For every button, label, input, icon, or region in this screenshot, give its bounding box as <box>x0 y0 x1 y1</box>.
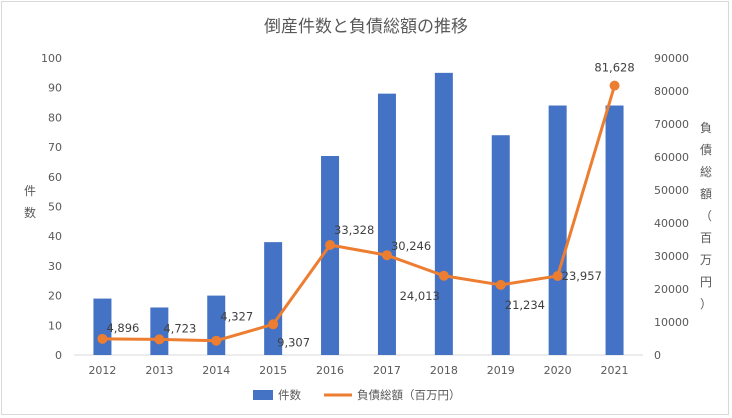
y-left-tick-label: 10 <box>48 319 62 332</box>
x-tick-label: 2014 <box>202 364 230 377</box>
data-label: 21,234 <box>505 298 545 312</box>
axes: 0 10 20 30 40 50 60 70 80 90 100 0 10000 20000 30000 40… <box>24 52 712 377</box>
line-point <box>381 250 392 261</box>
bar <box>150 307 169 355</box>
line-path <box>102 85 616 343</box>
y-left-tick-label: 30 <box>48 260 62 273</box>
legend-swatch-bar <box>253 390 273 400</box>
y-right-tick-label: 20000 <box>654 283 689 296</box>
x-tick-label: 2015 <box>259 364 287 377</box>
x-tick-label: 2013 <box>145 364 173 377</box>
y-right-tick-label: 10000 <box>654 316 689 329</box>
line-point <box>97 333 108 344</box>
y-left-axis-label: 件数 <box>24 184 36 220</box>
y-left-tick-label: 0 <box>55 349 62 362</box>
y-left-tick-label: 60 <box>48 171 62 184</box>
x-tick-label: 2021 <box>601 364 629 377</box>
y-left-tick-label: 20 <box>48 290 62 303</box>
line-point <box>325 240 336 251</box>
data-label: 81,628 <box>594 61 634 75</box>
bar <box>377 93 396 355</box>
bar <box>605 105 624 356</box>
data-label: 4,723 <box>163 321 196 335</box>
x-tick-label: 2018 <box>430 364 458 377</box>
y-right-tick-label: 90000 <box>654 52 689 65</box>
y-left-tick-label: 90 <box>48 82 62 95</box>
y-left-tick-label: 80 <box>48 111 62 124</box>
bar <box>434 72 453 355</box>
data-label: 24,013 <box>400 289 440 303</box>
line-point <box>438 270 449 281</box>
y-left-tick-label: 50 <box>48 201 62 214</box>
y-right-tick-label: 0 <box>654 349 661 362</box>
data-labels: 4,896 4,723 4,327 9,307 33,328 30,246 24,013 21… <box>106 61 634 350</box>
y-left-tick-label: 100 <box>41 52 62 65</box>
y-right-tick-label: 40000 <box>654 217 689 230</box>
y-left-tick-label: 70 <box>48 141 62 154</box>
chart-title: 倒産件数と負債総額の推移 <box>264 17 468 37</box>
line-point <box>609 80 620 91</box>
data-label: 23,957 <box>562 269 602 283</box>
line-point <box>154 334 165 345</box>
legend-label-bar: 件数 <box>278 388 301 402</box>
x-tick-label: 2017 <box>373 364 401 377</box>
line-point <box>552 270 563 281</box>
data-label: 30,246 <box>391 239 431 253</box>
y-right-tick-label: 70000 <box>654 118 689 131</box>
legend: 件数 負債総額（百万円） <box>253 388 461 402</box>
y-right-tick-label: 60000 <box>654 151 689 164</box>
line-point <box>495 279 506 290</box>
line-series <box>97 80 620 346</box>
y-left-tick-label: 40 <box>48 230 62 243</box>
x-tick-label: 2019 <box>487 364 515 377</box>
data-label: 9,307 <box>277 335 310 349</box>
bar <box>491 135 510 355</box>
y-right-axis-label: 負債総額（百万円） <box>700 121 712 311</box>
y-right-tick-label: 80000 <box>654 85 689 98</box>
line-point <box>268 319 279 330</box>
line-point <box>211 335 222 346</box>
data-label: 4,327 <box>220 310 253 324</box>
x-tick-label: 2020 <box>544 364 572 377</box>
legend-label-line: 負債総額（百万円） <box>357 388 461 402</box>
bar <box>321 156 340 355</box>
y-right-tick-label: 30000 <box>654 250 689 263</box>
y-right-tick-label: 50000 <box>654 184 689 197</box>
bar <box>548 105 567 356</box>
x-tick-label: 2012 <box>88 364 116 377</box>
data-label: 33,328 <box>334 223 374 237</box>
data-label: 4,896 <box>106 321 139 335</box>
x-tick-label: 2016 <box>316 364 344 377</box>
